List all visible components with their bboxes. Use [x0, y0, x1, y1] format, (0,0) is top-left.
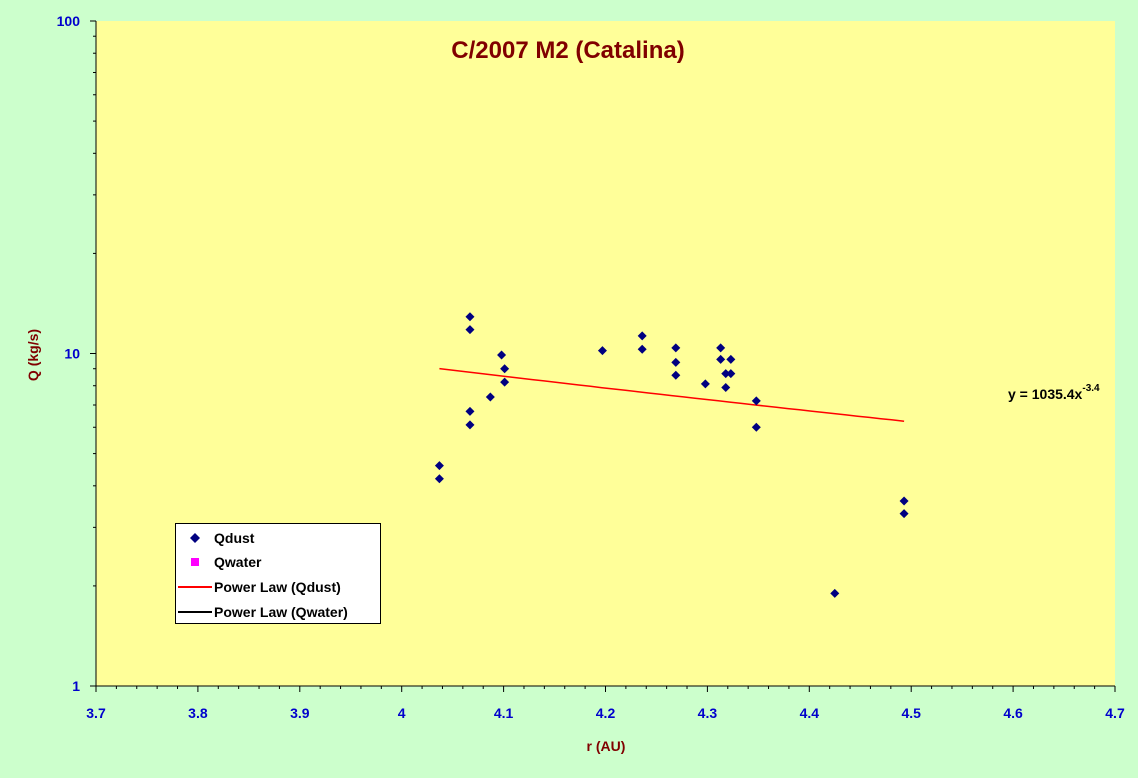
- x-axis-label: r (AU): [587, 738, 626, 754]
- red-line-icon: [176, 577, 214, 597]
- x-tick-labels: 3.7 3.8 3.9 4 4.1 4.2 4.3 4.4 4.5 4.6 4.7: [86, 705, 1125, 721]
- data-point-qdust: [485, 392, 495, 402]
- data-point-qdust: [465, 312, 475, 322]
- chart-title: C/2007 M2 (Catalina): [451, 37, 684, 64]
- data-point-qdust: [716, 343, 726, 353]
- y-tick-labels: 1 10 100: [57, 13, 81, 694]
- data-points-qdust: [434, 312, 909, 598]
- data-point-qdust: [830, 588, 840, 598]
- data-point-qdust: [434, 474, 444, 484]
- data-point-qdust: [465, 420, 475, 430]
- data-point-qdust: [637, 344, 647, 354]
- data-point-qdust: [671, 357, 681, 367]
- equation-base: y = 1035.4x: [1008, 386, 1083, 402]
- data-point-qdust: [497, 350, 507, 360]
- y-axis-label: Q (kg/s): [25, 329, 41, 381]
- data-point-qdust: [751, 422, 761, 432]
- data-point-qdust: [899, 509, 909, 519]
- data-point-qdust: [434, 461, 444, 471]
- x-tick-label: 3.8: [188, 705, 208, 721]
- data-point-qdust: [500, 364, 510, 374]
- legend-label-power-law-qdust: Power Law (Qdust): [214, 579, 341, 595]
- x-tick-label: 4.4: [800, 705, 820, 721]
- x-tick-label: 4: [398, 705, 406, 721]
- legend-item-power-law-qwater: Power Law (Qwater): [176, 602, 348, 622]
- legend-item-qdust: Qdust: [176, 528, 254, 548]
- data-point-qdust: [716, 354, 726, 364]
- data-point-qdust: [726, 369, 736, 379]
- data-point-qdust: [671, 343, 681, 353]
- data-point-qdust: [726, 354, 736, 364]
- tick-marks: [90, 20, 1116, 692]
- data-point-qdust: [637, 331, 647, 341]
- x-tick-label: 4.2: [596, 705, 616, 721]
- y-tick-label: 10: [64, 346, 80, 362]
- data-point-qdust: [671, 370, 681, 380]
- data-point-qdust: [465, 406, 475, 416]
- data-point-qdust: [721, 369, 731, 379]
- x-tick-label: 3.9: [290, 705, 310, 721]
- black-line-icon: [176, 602, 214, 622]
- data-point-qdust: [899, 496, 909, 506]
- data-point-qdust: [597, 346, 607, 356]
- x-tick-label: 4.1: [494, 705, 514, 721]
- diamond-marker-icon: [176, 528, 214, 548]
- data-point-qdust: [721, 383, 731, 393]
- legend-item-qwater: Qwater: [176, 552, 261, 572]
- legend-label-power-law-qwater: Power Law (Qwater): [214, 604, 348, 620]
- trendline-equation: y = 1035.4x-3.4: [1008, 383, 1100, 402]
- x-tick-label: 4.5: [901, 705, 921, 721]
- legend-label-qdust: Qdust: [214, 530, 255, 546]
- trendline-power-law-qdust: [439, 367, 905, 422]
- x-tick-label: 3.7: [86, 705, 106, 721]
- equation-exponent: -3.4: [1082, 383, 1100, 394]
- legend: Qdust Qwater Power Law (Qdust) Power Law…: [175, 523, 381, 624]
- data-point-qdust: [700, 379, 710, 389]
- data-point-qdust: [500, 377, 510, 387]
- square-marker-icon: [176, 552, 214, 572]
- legend-item-power-law-qdust: Power Law (Qdust): [176, 577, 341, 597]
- data-point-qdust: [751, 396, 761, 406]
- legend-label-qwater: Qwater: [214, 554, 262, 570]
- y-tick-label: 100: [57, 13, 81, 29]
- x-tick-label: 4.3: [698, 705, 718, 721]
- x-tick-label: 4.6: [1003, 705, 1023, 721]
- x-tick-label: 4.7: [1105, 705, 1125, 721]
- y-tick-label: 1: [72, 678, 80, 694]
- data-point-qdust: [465, 325, 475, 335]
